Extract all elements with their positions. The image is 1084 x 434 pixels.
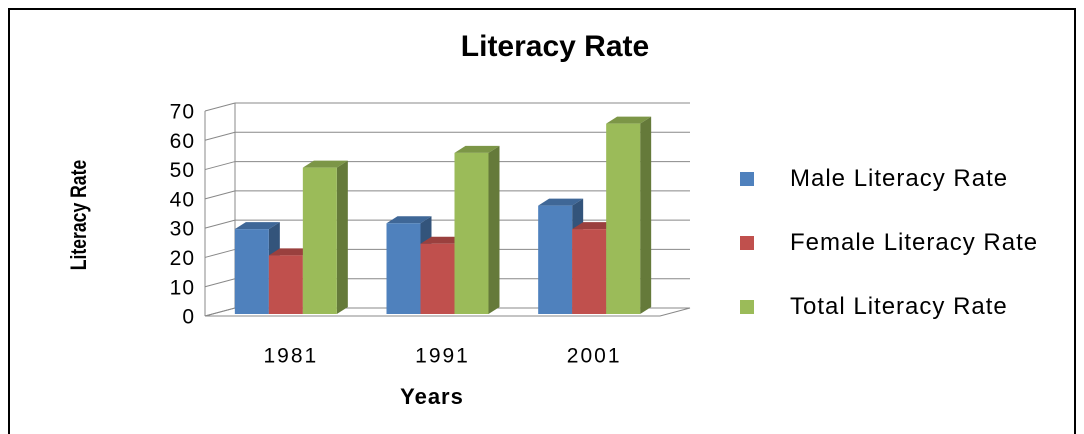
bar-top	[538, 198, 584, 206]
bar-front	[420, 243, 455, 314]
bar-top	[454, 145, 500, 153]
x-tick-label: 1981	[263, 345, 318, 368]
bar	[606, 116, 652, 315]
bar-front	[386, 223, 421, 314]
grid-line-side	[204, 219, 236, 229]
grid-line-side	[204, 248, 236, 258]
y-tick-label: 60	[170, 130, 195, 153]
x-tick-label: 1991	[415, 345, 470, 368]
bar-front	[538, 205, 573, 314]
frame	[8, 8, 1076, 434]
grid-line-side	[204, 161, 236, 171]
y-tick-label: 0	[182, 306, 195, 329]
bar-top	[302, 160, 348, 168]
bar-top	[572, 222, 618, 230]
y-axis-label: Literacy Rate	[67, 160, 91, 270]
grid-line-side	[204, 102, 236, 112]
y-tick-label: 50	[170, 159, 195, 182]
x-axis-label: Years	[400, 384, 464, 409]
grid-line-side	[204, 307, 236, 317]
x-tick-label: 2001	[567, 345, 622, 368]
bar	[302, 160, 348, 314]
legend-label: Total Literacy Rate	[790, 293, 1008, 320]
bar-front	[302, 167, 337, 314]
y-tick-label: 30	[170, 218, 195, 241]
bar-front	[572, 229, 607, 314]
y-tick-label: 70	[170, 101, 195, 124]
bar-top	[268, 248, 314, 256]
bar-top	[386, 216, 432, 224]
bar-top	[420, 236, 466, 244]
grid-line-side	[204, 131, 236, 141]
bar-top	[234, 222, 280, 230]
grid-line-side	[204, 190, 236, 200]
bar-side	[336, 160, 348, 314]
chart-title: Literacy Rate	[461, 30, 649, 63]
bar-front	[234, 229, 269, 314]
legend-swatch	[740, 300, 754, 314]
bar	[454, 145, 500, 314]
legend-swatch	[740, 172, 754, 186]
bar-top	[606, 116, 652, 124]
bar-front	[268, 255, 303, 314]
legend-label: Male Literacy Rate	[790, 165, 1009, 192]
grid-line-side	[204, 278, 236, 288]
bar-side	[488, 145, 500, 314]
y-tick-label: 40	[170, 188, 195, 211]
y-tick-label: 20	[170, 247, 195, 270]
legend-label: Female Literacy Rate	[790, 229, 1039, 256]
legend-swatch	[740, 236, 754, 250]
bar-front	[454, 152, 489, 314]
bar-side	[640, 116, 652, 315]
bar-front	[606, 123, 641, 315]
y-tick-label: 10	[170, 276, 195, 299]
